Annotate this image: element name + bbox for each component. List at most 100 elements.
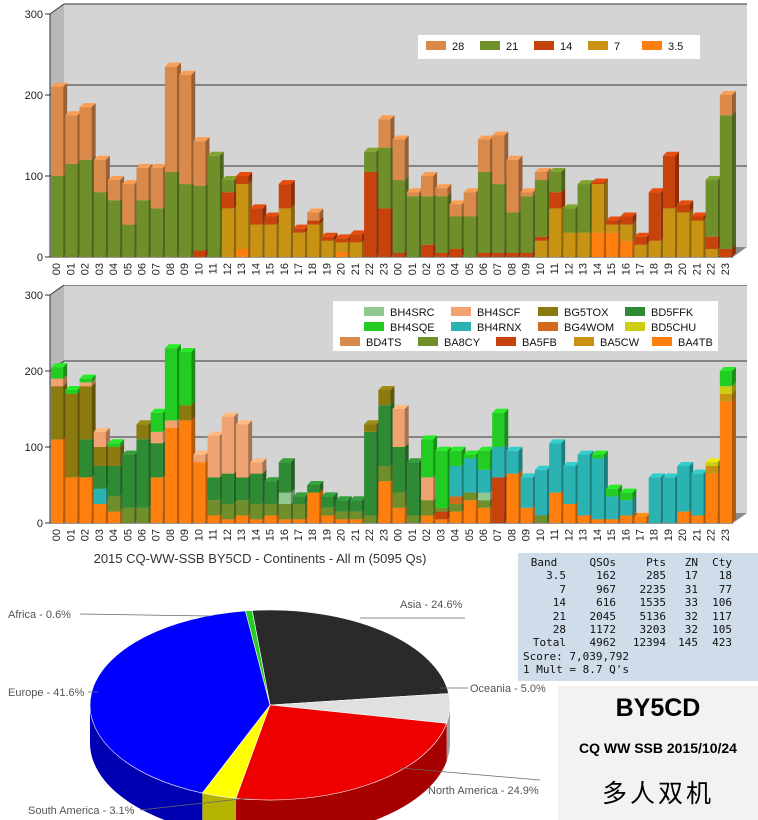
category: 多人双机 — [601, 779, 714, 808]
bar-segment — [520, 507, 533, 523]
bar-segment — [549, 171, 562, 193]
bar-segment — [164, 66, 177, 172]
bar-segment — [591, 454, 604, 459]
bar-segment — [463, 458, 476, 493]
x-tick-label: 10 — [535, 529, 547, 541]
bar-top — [65, 386, 82, 390]
bar-top — [335, 234, 352, 239]
bar-segment — [221, 208, 234, 257]
bar-stack — [65, 386, 82, 523]
bar-segment — [563, 208, 576, 233]
bar-segment — [421, 196, 434, 245]
legend-swatch — [625, 322, 645, 331]
bar-segment-side — [504, 408, 509, 447]
bar-segment — [264, 515, 277, 523]
table-row: 7 967 2235 31 77 — [559, 582, 732, 596]
legend-label: BG4WOM — [564, 322, 614, 334]
bar-stack — [292, 224, 310, 257]
bar-segment — [307, 212, 320, 221]
x-tick-label: 02 — [80, 529, 92, 541]
bar-segment — [250, 208, 263, 225]
bar-segment — [591, 519, 604, 523]
bar-segment — [65, 163, 78, 257]
y-tick-label: 100 — [25, 442, 43, 454]
bar-segment — [136, 424, 149, 440]
bar-stack — [278, 180, 295, 257]
bar-stack — [463, 188, 480, 257]
y-tick-label: 300 — [25, 9, 43, 21]
bar-segment — [107, 447, 121, 466]
bar-top — [648, 473, 665, 478]
bar-segment — [534, 515, 547, 523]
bar-segment-side — [290, 458, 295, 493]
bar-segment — [520, 477, 533, 508]
legend-swatch — [652, 337, 672, 346]
x-tick-label: 23 — [720, 529, 732, 541]
bar-segment — [93, 504, 106, 523]
bar-top — [620, 488, 637, 493]
bar-top — [79, 103, 96, 108]
bar-segment — [107, 443, 121, 447]
bar-segment-side — [603, 178, 608, 185]
bar-segment — [164, 420, 177, 428]
mult-line: 1 Mult = 8.7 Q's — [523, 663, 629, 677]
bar-segment — [278, 519, 291, 523]
x-tick-label: 02 — [80, 263, 92, 275]
x-tick-label: 08 — [506, 529, 518, 541]
bar-segment — [264, 481, 277, 504]
bar-stack — [150, 408, 167, 523]
bar-segment — [492, 477, 505, 523]
x-tick-label: 11 — [549, 263, 561, 274]
bar-segment — [150, 477, 163, 523]
bar-stack — [549, 439, 566, 523]
bar-top — [321, 232, 338, 237]
bar-top — [193, 450, 210, 455]
bar-stack — [364, 420, 381, 523]
bar-segment-side — [91, 378, 96, 387]
x-tick-label: 14 — [592, 529, 604, 541]
bar-segment — [591, 184, 604, 233]
bar-top — [492, 131, 509, 136]
y-tick-label: 0 — [37, 518, 43, 530]
bar-stack — [107, 439, 125, 523]
bar-stack — [534, 465, 551, 523]
bar-top — [492, 408, 509, 413]
bar-stack — [677, 462, 694, 523]
bar-segment — [221, 180, 234, 193]
bar-stack — [378, 115, 395, 257]
bar-segment — [492, 447, 505, 478]
bar-segment — [691, 515, 704, 523]
bar-segment — [477, 450, 491, 470]
bar-segment — [449, 204, 462, 217]
legend-label: BH4SQE — [390, 322, 435, 334]
bar-top — [392, 405, 409, 409]
bar-top — [236, 172, 253, 176]
bar-segment — [193, 454, 206, 463]
bar-segment — [79, 382, 92, 387]
x-tick-label: 05 — [464, 529, 476, 541]
bar-stack — [179, 348, 196, 523]
bar-segment — [349, 519, 362, 523]
bar-segment — [250, 224, 263, 257]
bar-segment — [150, 412, 163, 432]
bar-segment — [335, 242, 348, 253]
bar-segment-side — [632, 496, 637, 516]
legend-label: BG5TOX — [564, 307, 609, 319]
bar-segment — [435, 450, 448, 508]
bar-top — [164, 344, 181, 349]
bar-segment — [392, 180, 405, 253]
bar-top — [591, 450, 608, 455]
bar-segment — [492, 252, 505, 257]
legend-label: BD4TS — [366, 337, 401, 349]
bar-stack — [492, 408, 509, 523]
bar-segment — [221, 473, 234, 504]
bar-top — [122, 450, 139, 455]
legend-label: BD5CHU — [651, 322, 696, 334]
x-tick-label: 05 — [122, 263, 134, 275]
bar-stack — [79, 374, 96, 523]
bar-segment — [691, 220, 704, 257]
x-tick-label: 17 — [293, 263, 305, 275]
table-row: 14 616 1535 33 106 — [552, 596, 732, 610]
legend-swatch — [451, 322, 471, 331]
bar-segment — [207, 500, 220, 516]
